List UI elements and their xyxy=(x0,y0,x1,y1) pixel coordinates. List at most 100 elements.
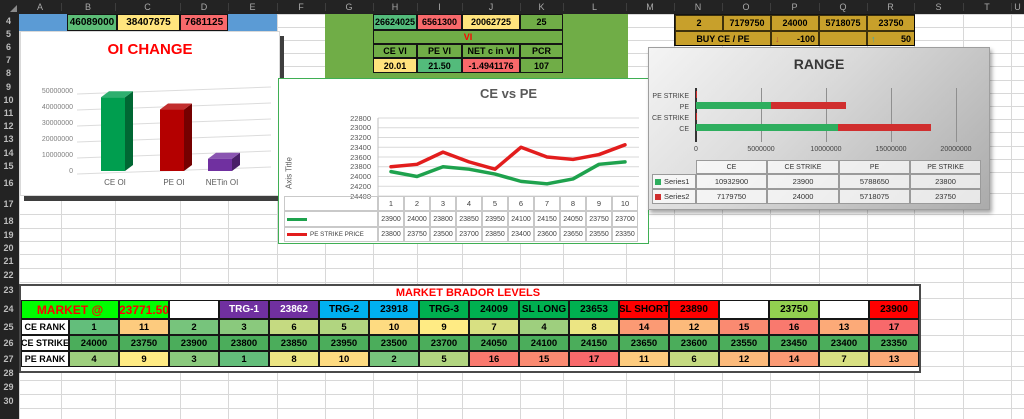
rank-cell[interactable]: 14 xyxy=(619,319,669,335)
strike-cell[interactable]: 23400 xyxy=(819,335,869,351)
rank-cell[interactable]: 10 xyxy=(369,319,419,335)
level-cell[interactable]: MARKET @ xyxy=(21,300,119,319)
strike-cell[interactable]: 23900 xyxy=(169,335,219,351)
row-header-19[interactable]: 19 xyxy=(3,229,14,240)
column-header-U[interactable]: U xyxy=(1014,2,1021,12)
strike-cell[interactable]: 23800 xyxy=(219,335,269,351)
vi-value-cell[interactable]: 20.01 xyxy=(373,58,417,73)
rank-cell[interactable]: 16 xyxy=(469,351,519,367)
row-header-17[interactable]: 17 xyxy=(3,198,14,209)
vi-top-cell[interactable]: 26624025 xyxy=(373,14,417,30)
row-header-14[interactable]: 14 xyxy=(3,147,14,158)
column-header-A[interactable]: A xyxy=(36,2,43,12)
level-cell[interactable] xyxy=(819,300,869,319)
row-header-26[interactable]: 26 xyxy=(3,338,14,348)
column-header-C[interactable]: C xyxy=(144,2,151,12)
vi-value-cell[interactable]: -1.4941176 xyxy=(462,58,520,73)
column-header-R[interactable]: R xyxy=(887,2,894,12)
row-header-7[interactable]: 7 xyxy=(5,54,11,65)
row-header-27[interactable]: 27 xyxy=(3,353,14,364)
row-header-30[interactable]: 30 xyxy=(3,396,14,406)
oi-summary-cell[interactable]: 46089000 xyxy=(67,14,117,31)
oi-change-chart[interactable]: OI CHANGE 50000000 40000000 30000000 200000… xyxy=(20,31,280,196)
column-header-E[interactable]: E xyxy=(249,2,256,12)
sell-delta-cell[interactable]: ↓ -100 xyxy=(771,31,819,46)
row-header-5[interactable]: 5 xyxy=(5,28,11,39)
buy-ce-pe-panel[interactable]: 2 7179750 24000 5718075 23750 BUY CE / PE ↓ -10… xyxy=(674,14,915,46)
row-header-4[interactable]: 4 xyxy=(5,15,11,26)
rank-cell[interactable]: 10 xyxy=(319,351,369,367)
column-header-P[interactable]: P xyxy=(791,2,798,12)
rank-cell[interactable]: 15 xyxy=(719,319,769,335)
level-cell[interactable] xyxy=(169,300,219,319)
rank-cell[interactable]: 6 xyxy=(669,351,719,367)
buy-top-cell[interactable]: 23750 xyxy=(867,15,915,31)
column-header-Q[interactable]: Q xyxy=(839,2,847,12)
range-chart[interactable]: RANGE 0 5000000 10000000 15000000 20000000 PE… xyxy=(648,47,990,210)
level-cell[interactable]: TRG-1 xyxy=(219,300,269,319)
row-header-28[interactable]: 28 xyxy=(3,368,14,378)
column-header-L[interactable]: L xyxy=(591,2,597,12)
row-header-9[interactable]: 9 xyxy=(5,81,11,92)
vi-top-cell[interactable]: 6561300 xyxy=(417,14,462,30)
level-cell[interactable]: 23653 xyxy=(569,300,619,319)
buy-delta-cell[interactable]: ↑ 50 xyxy=(867,31,915,46)
rank-cell[interactable]: 4 xyxy=(519,319,569,335)
level-cell[interactable] xyxy=(719,300,769,319)
rank-cell[interactable]: 3 xyxy=(169,351,219,367)
rank-cell[interactable]: 13 xyxy=(819,319,869,335)
oi-summary-cell[interactable]: 7681125 xyxy=(180,14,228,31)
buy-label-cell[interactable]: BUY CE / PE xyxy=(675,31,771,46)
level-cell[interactable]: 24009 xyxy=(469,300,519,319)
rank-cell[interactable]: 1 xyxy=(219,351,269,367)
column-header-J[interactable]: J xyxy=(488,2,494,12)
row-header-15[interactable]: 15 xyxy=(3,160,14,171)
rank-cell[interactable]: 4 xyxy=(69,351,119,367)
rank-cell[interactable]: 7 xyxy=(819,351,869,367)
row-header-11[interactable]: 11 xyxy=(3,107,14,118)
column-header-S[interactable]: S xyxy=(935,2,942,12)
column-header-T[interactable]: T xyxy=(984,2,990,12)
rank-cell[interactable]: 13 xyxy=(869,351,919,367)
level-cell[interactable]: 23771.50 xyxy=(119,300,169,319)
row-header-25[interactable]: 25 xyxy=(3,322,14,332)
rank-cell[interactable]: 17 xyxy=(569,351,619,367)
ce-vs-pe-chart[interactable]: CE vs PE Axis Title 22800 23000 23200 23400… xyxy=(278,78,649,244)
strike-cell[interactable]: 23700 xyxy=(419,335,469,351)
rank-cell[interactable]: 1 xyxy=(69,319,119,335)
rank-cell[interactable]: 9 xyxy=(119,351,169,367)
rank-cell[interactable]: 8 xyxy=(269,351,319,367)
vi-panel[interactable]: 26624025 6561300 20062725 25 VI CE VI PE VI NET… xyxy=(325,14,628,79)
row-header-24[interactable]: 24 xyxy=(3,303,14,314)
level-cell[interactable]: SL SHORT xyxy=(619,300,669,319)
level-cell[interactable]: 23890 xyxy=(669,300,719,319)
column-header-I[interactable]: I xyxy=(438,2,441,12)
rank-cell[interactable]: 7 xyxy=(469,319,519,335)
level-cell[interactable]: 23862 xyxy=(269,300,319,319)
buy-top-cell[interactable]: 7179750 xyxy=(723,15,771,31)
rank-cell[interactable]: 5 xyxy=(419,351,469,367)
vi-top-cell[interactable]: 20062725 xyxy=(462,14,520,30)
rank-cell[interactable]: 5 xyxy=(319,319,369,335)
strike-cell[interactable]: 23350 xyxy=(869,335,919,351)
rank-cell[interactable]: 15 xyxy=(519,351,569,367)
row-header-21[interactable]: 21 xyxy=(3,256,14,266)
level-cell[interactable]: SL LONG xyxy=(519,300,569,319)
rank-cell[interactable]: 12 xyxy=(719,351,769,367)
strike-cell[interactable]: 23950 xyxy=(319,335,369,351)
select-all-corner[interactable] xyxy=(0,0,19,14)
strike-cell[interactable]: 24150 xyxy=(569,335,619,351)
rank-cell[interactable]: 11 xyxy=(119,319,169,335)
level-cell[interactable]: 23918 xyxy=(369,300,419,319)
level-cell[interactable]: 23900 xyxy=(869,300,919,319)
rank-cell[interactable]: 17 xyxy=(869,319,919,335)
rank-cell[interactable]: 2 xyxy=(369,351,419,367)
strike-cell[interactable]: 23600 xyxy=(669,335,719,351)
column-header-N[interactable]: N xyxy=(694,2,702,12)
buy-top-cell[interactable]: 5718075 xyxy=(819,15,867,31)
vi-value-cell[interactable]: 107 xyxy=(520,58,563,73)
oi-summary-cell[interactable]: 38407875 xyxy=(117,14,180,31)
rank-cell[interactable]: 11 xyxy=(619,351,669,367)
column-header-G[interactable]: G xyxy=(345,2,353,12)
strike-cell[interactable]: 24050 xyxy=(469,335,519,351)
